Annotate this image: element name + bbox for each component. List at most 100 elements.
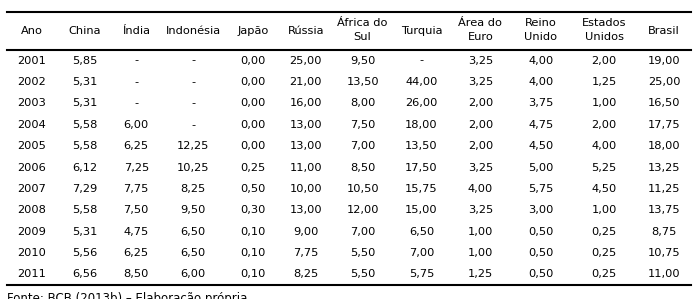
Text: 8,50: 8,50	[124, 269, 149, 280]
Text: Japão: Japão	[237, 26, 269, 36]
Text: 7,50: 7,50	[124, 205, 149, 215]
Text: 7,00: 7,00	[350, 227, 376, 237]
Text: 8,25: 8,25	[293, 269, 318, 280]
Text: 1,00: 1,00	[468, 248, 493, 258]
Text: 5,75: 5,75	[409, 269, 434, 280]
Text: 2,00: 2,00	[468, 120, 493, 130]
Text: 2004: 2004	[17, 120, 46, 130]
Text: 8,00: 8,00	[350, 98, 376, 108]
Text: 3,25: 3,25	[468, 77, 493, 87]
Text: 12,25: 12,25	[177, 141, 209, 151]
Text: Unidos: Unidos	[585, 32, 623, 42]
Text: 0,10: 0,10	[240, 248, 266, 258]
Text: Turquia: Turquia	[401, 26, 443, 36]
Text: 1,00: 1,00	[468, 227, 493, 237]
Text: 7,50: 7,50	[350, 120, 376, 130]
Text: 2,00: 2,00	[591, 56, 617, 65]
Text: 17,75: 17,75	[648, 120, 681, 130]
Text: 10,75: 10,75	[648, 248, 681, 258]
Text: -: -	[191, 98, 195, 108]
Text: 1,00: 1,00	[591, 205, 617, 215]
Text: 4,75: 4,75	[124, 227, 149, 237]
Text: 2,00: 2,00	[468, 98, 493, 108]
Text: 10,50: 10,50	[346, 184, 379, 194]
Text: 3,00: 3,00	[528, 205, 554, 215]
Text: 0,50: 0,50	[240, 184, 266, 194]
Text: 10,00: 10,00	[290, 184, 322, 194]
Text: 3,75: 3,75	[528, 98, 554, 108]
Text: 2011: 2011	[17, 269, 47, 280]
Text: 19,00: 19,00	[648, 56, 681, 65]
Text: 11,00: 11,00	[648, 269, 681, 280]
Text: 4,00: 4,00	[528, 56, 554, 65]
Text: 5,50: 5,50	[350, 248, 376, 258]
Text: 3,25: 3,25	[468, 205, 493, 215]
Text: Índia: Índia	[122, 26, 150, 36]
Text: 5,31: 5,31	[72, 98, 97, 108]
Text: 18,00: 18,00	[648, 141, 681, 151]
Text: 4,50: 4,50	[591, 184, 617, 194]
Text: 3,25: 3,25	[468, 163, 493, 173]
Text: 5,31: 5,31	[72, 227, 97, 237]
Text: 7,25: 7,25	[124, 163, 149, 173]
Text: 6,50: 6,50	[181, 248, 206, 258]
Text: 3,25: 3,25	[468, 56, 493, 65]
Text: 7,29: 7,29	[72, 184, 97, 194]
Text: 0,00: 0,00	[240, 77, 266, 87]
Text: 5,31: 5,31	[72, 77, 97, 87]
Text: 13,50: 13,50	[406, 141, 438, 151]
Text: 0,50: 0,50	[528, 248, 554, 258]
Text: 4,00: 4,00	[468, 184, 493, 194]
Text: 0,00: 0,00	[240, 98, 266, 108]
Text: 5,58: 5,58	[72, 120, 97, 130]
Text: 9,50: 9,50	[181, 205, 206, 215]
Text: Euro: Euro	[468, 32, 493, 42]
Text: 13,00: 13,00	[290, 205, 322, 215]
Text: Estados: Estados	[582, 18, 626, 28]
Text: 17,50: 17,50	[406, 163, 438, 173]
Text: 16,50: 16,50	[648, 98, 681, 108]
Text: 11,00: 11,00	[290, 163, 322, 173]
Text: 12,00: 12,00	[346, 205, 379, 215]
Text: 25,00: 25,00	[648, 77, 681, 87]
Text: 5,50: 5,50	[350, 269, 376, 280]
Text: -: -	[134, 98, 138, 108]
Text: 10,25: 10,25	[177, 163, 209, 173]
Text: Reino: Reino	[525, 18, 557, 28]
Text: 13,00: 13,00	[290, 120, 322, 130]
Text: 0,25: 0,25	[591, 269, 617, 280]
Text: 2009: 2009	[17, 227, 47, 237]
Text: 2007: 2007	[17, 184, 47, 194]
Text: 21,00: 21,00	[290, 77, 322, 87]
Text: 0,10: 0,10	[240, 227, 266, 237]
Text: 16,00: 16,00	[290, 98, 322, 108]
Text: 13,75: 13,75	[648, 205, 681, 215]
Text: 15,00: 15,00	[406, 205, 438, 215]
Text: 4,00: 4,00	[528, 77, 554, 87]
Text: 13,50: 13,50	[346, 77, 379, 87]
Text: 2,00: 2,00	[591, 120, 617, 130]
Text: -: -	[191, 56, 195, 65]
Text: 6,50: 6,50	[409, 227, 434, 237]
Text: 13,25: 13,25	[648, 163, 681, 173]
Text: 6,25: 6,25	[124, 141, 149, 151]
Text: 6,00: 6,00	[181, 269, 206, 280]
Text: -: -	[191, 120, 195, 130]
Text: 6,50: 6,50	[181, 227, 206, 237]
Text: 0,25: 0,25	[240, 163, 265, 173]
Text: 0,00: 0,00	[240, 56, 266, 65]
Text: 5,00: 5,00	[528, 163, 554, 173]
Text: 8,50: 8,50	[350, 163, 376, 173]
Text: Brasil: Brasil	[648, 26, 680, 36]
Text: 2002: 2002	[17, 77, 46, 87]
Text: 5,85: 5,85	[72, 56, 97, 65]
Text: 0,10: 0,10	[240, 269, 266, 280]
Text: 5,75: 5,75	[528, 184, 554, 194]
Text: 6,25: 6,25	[124, 248, 149, 258]
Text: 7,75: 7,75	[124, 184, 149, 194]
Text: 25,00: 25,00	[290, 56, 322, 65]
Text: Fonte: BCB (2013b) – Elaboração própria.: Fonte: BCB (2013b) – Elaboração própria.	[7, 292, 251, 299]
Text: Indonésia: Indonésia	[165, 26, 221, 36]
Text: -: -	[191, 77, 195, 87]
Text: China: China	[68, 26, 101, 36]
